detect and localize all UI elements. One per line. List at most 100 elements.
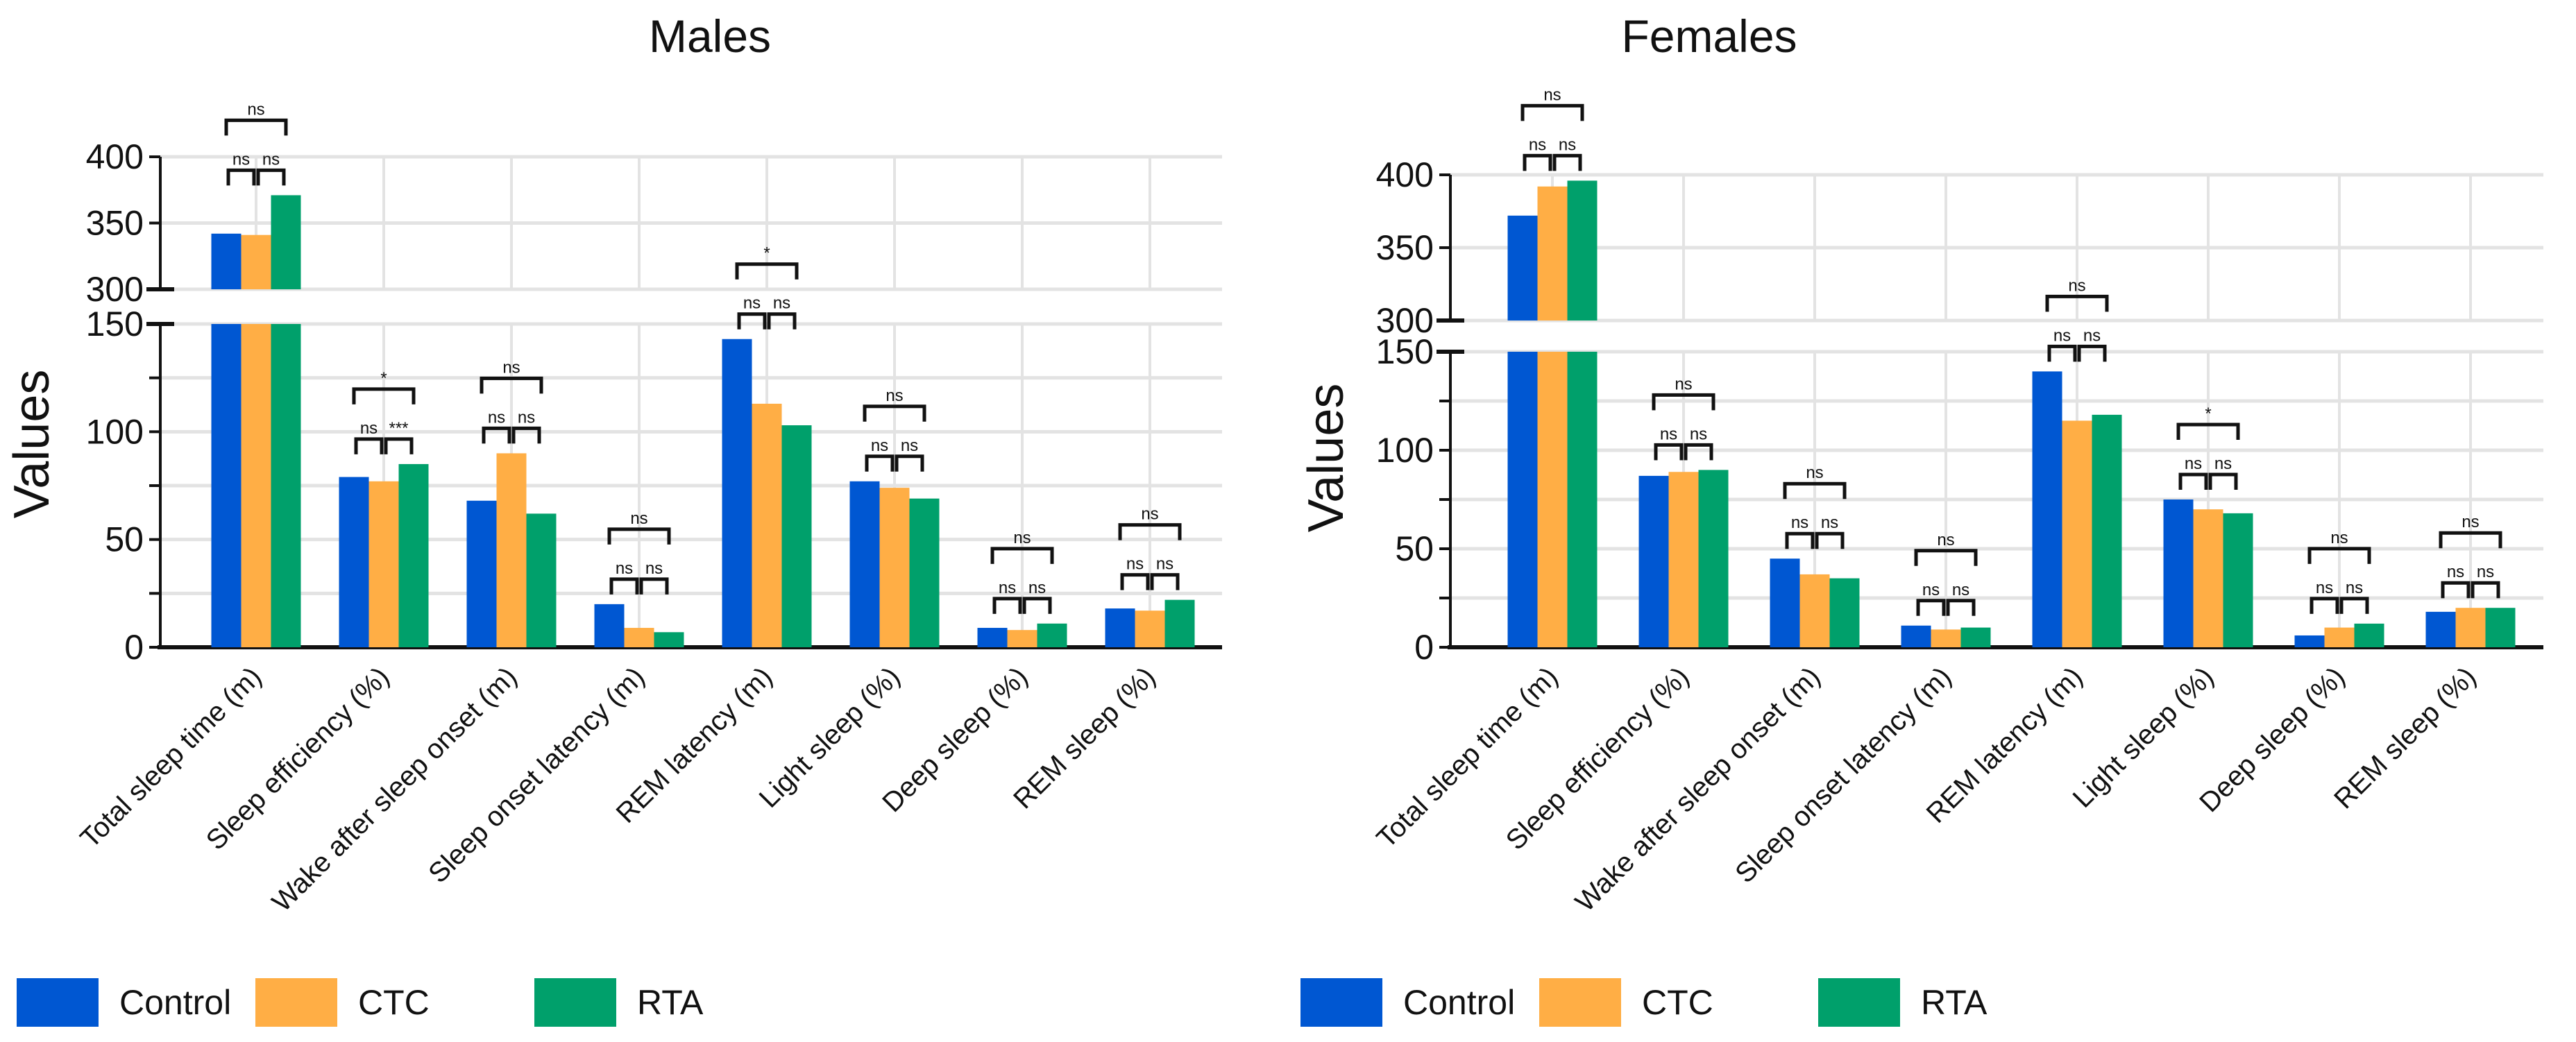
bracket-control-ctc (2178, 472, 2208, 490)
significance-label: ns (1028, 579, 1046, 597)
bracket-control-rta (1118, 523, 1182, 540)
bar-ctc (1799, 574, 1830, 647)
significance-label: * (2205, 404, 2211, 423)
significance-label: * (380, 369, 387, 388)
bar-control (722, 339, 752, 647)
significance-label: ns (1156, 555, 1173, 574)
bracket-ctc-rta (895, 454, 924, 472)
significance-label: ns (886, 386, 903, 405)
significance-label: ns (247, 100, 264, 119)
bar-ctc (1668, 472, 1699, 647)
bar-control (339, 477, 369, 647)
bracket-control-rta (990, 547, 1054, 564)
bracket-control-ctc (609, 577, 639, 595)
bar-ctc (1007, 630, 1037, 647)
bar-control (594, 604, 625, 647)
bracket-ctc-rta (2339, 597, 2369, 614)
significance-label: ns (1529, 135, 1546, 154)
significance-label: ns (2068, 276, 2085, 295)
bar-control (2425, 611, 2456, 647)
legend-label-rta: RTA (1921, 983, 1988, 1022)
significance-label: ns (645, 559, 663, 578)
significance-label: *** (389, 419, 408, 438)
significance-label: ns (743, 294, 761, 313)
legend-label-control: Control (119, 983, 231, 1022)
bracket-control-ctc (2310, 597, 2339, 614)
y-tick-label: 300 (86, 270, 144, 309)
bracket-control-ctc (1120, 573, 1150, 590)
legend-label-control: Control (1403, 983, 1515, 1022)
significance-label: ns (999, 579, 1016, 597)
bracket-control-rta (2439, 531, 2502, 549)
bar-control (466, 500, 497, 647)
legend: Control CTC RTA Control CTC RTA (17, 978, 1988, 1027)
significance-label: ns (1141, 505, 1158, 524)
significance-label: ns (518, 408, 535, 427)
x-tick-label: Sleep onset latency (m) (1729, 661, 1957, 889)
y-axis-label: Values (4, 370, 60, 519)
bar-control-lower (1507, 352, 1538, 647)
significance-label: ns (1543, 85, 1561, 104)
significance-label: ns (2053, 326, 2071, 345)
bar-control (1638, 475, 1669, 647)
y-tick-label: 0 (124, 628, 144, 667)
bar-ctc (2193, 509, 2223, 647)
bar-rta-lower (1567, 352, 1598, 647)
bar-ctc (241, 234, 271, 289)
significance-label: ns (2214, 454, 2232, 473)
significance-label: ns (1791, 513, 1808, 532)
legend-swatch-ctc (1539, 978, 1621, 1027)
legend-label-ctc: CTC (1642, 983, 1713, 1022)
bracket-ctc-rta (767, 312, 797, 330)
y-tick-label: 100 (1376, 431, 1434, 470)
significance-label: ns (630, 509, 647, 528)
bar-ctc (2062, 420, 2092, 647)
bracket-control-ctc (482, 426, 511, 444)
bracket-control-rta (480, 376, 543, 394)
bracket-control-rta (863, 404, 926, 422)
bar-rta (1567, 180, 1598, 321)
bar-rta (781, 425, 812, 647)
bracket-ctc-rta (256, 168, 286, 186)
bar-control (2294, 635, 2325, 647)
bracket-ctc-rta (511, 426, 541, 444)
bracket-ctc-rta (1022, 597, 1052, 614)
bar-control (2032, 371, 2062, 647)
bracket-control-ctc (2047, 344, 2077, 362)
bracket-ctc-rta (384, 437, 414, 454)
bracket-ctc-rta (2208, 472, 2238, 490)
chart-title: Females (1621, 10, 1797, 62)
significance-label: ns (773, 294, 790, 313)
bar-rta (1960, 627, 1991, 647)
bar-control (1770, 558, 1800, 647)
y-tick-label: 150 (1376, 332, 1434, 371)
bracket-ctc-rta (2077, 344, 2107, 362)
y-tick-label: 300 (1376, 301, 1434, 340)
legend-label-rta: RTA (637, 983, 704, 1022)
significance-label: ns (616, 559, 633, 578)
significance-label: ns (262, 150, 280, 169)
chart-title: Males (649, 10, 771, 62)
bar-rta (2354, 623, 2384, 647)
bar-rta (398, 463, 429, 647)
y-tick-label: 50 (105, 520, 144, 559)
x-tick-label: Light sleep (%) (2067, 661, 2220, 814)
x-tick-label: REM sleep (%) (2328, 661, 2482, 814)
y-tick-label: 350 (1376, 228, 1434, 267)
significance-label: ns (1126, 555, 1144, 574)
bracket-control-rta (607, 527, 671, 545)
bar-ctc (2324, 627, 2355, 647)
bar-rta (2223, 513, 2253, 647)
bar-ctc (2455, 608, 2486, 647)
significance-label: ns (1013, 529, 1031, 547)
bar-rta-lower (271, 324, 301, 647)
bracket-control-rta (1783, 481, 1847, 499)
significance-label: ns (2346, 579, 2363, 597)
bracket-control-rta (224, 118, 288, 136)
bracket-control-ctc (354, 437, 384, 454)
y-tick-label: 400 (1376, 155, 1434, 194)
legend-label-ctc: CTC (358, 983, 430, 1022)
bracket-control-ctc (737, 312, 767, 330)
y-tick-label: 400 (86, 137, 144, 176)
bar-rta (1829, 578, 1860, 647)
